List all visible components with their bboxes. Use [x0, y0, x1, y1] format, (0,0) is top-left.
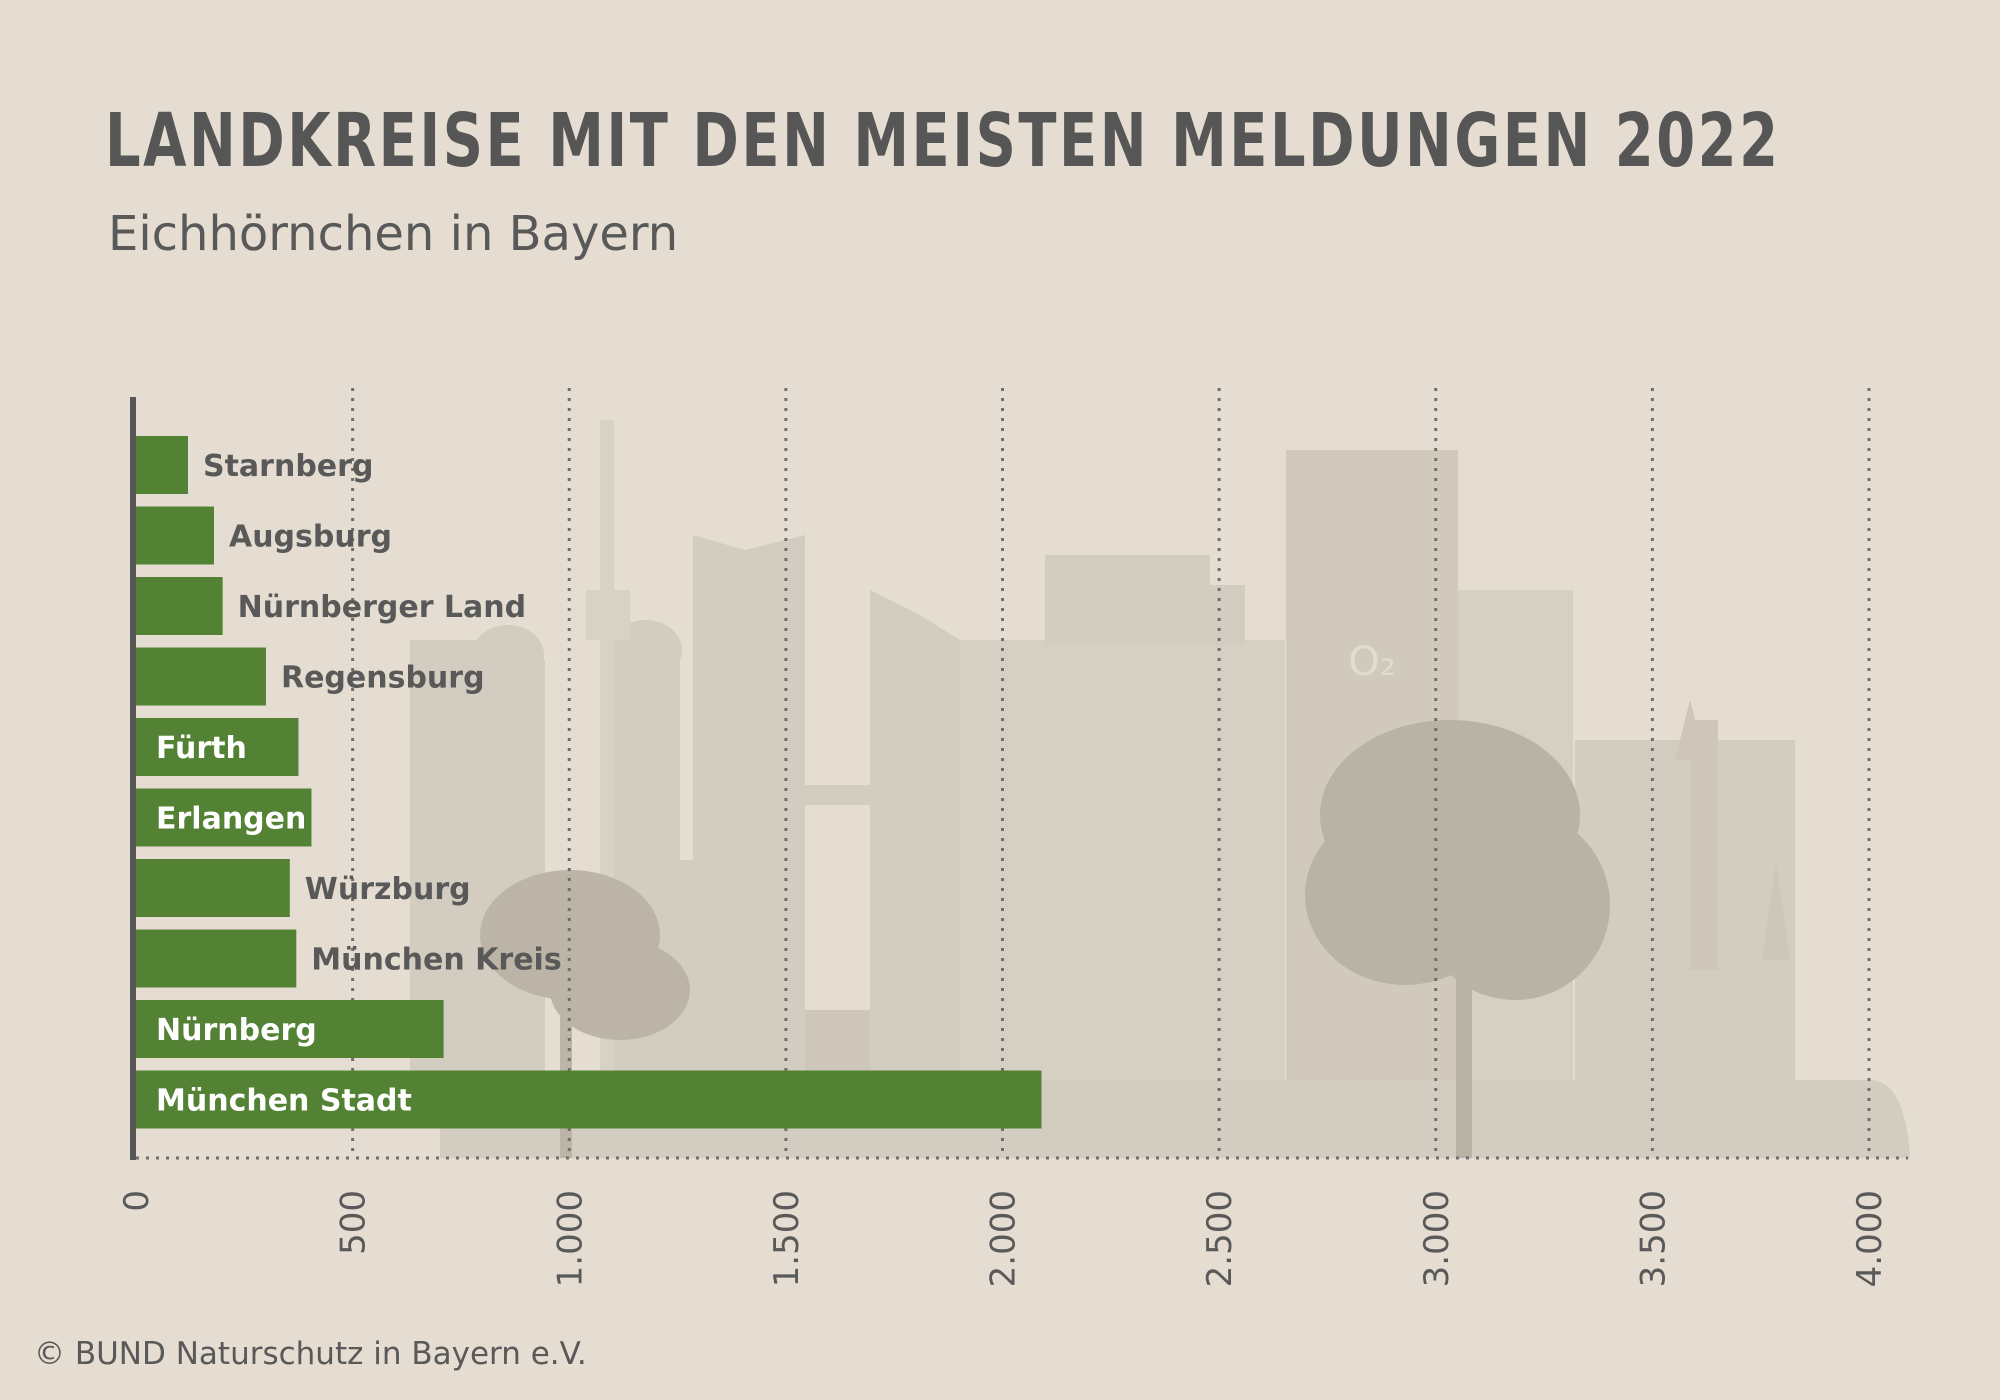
- x-tick-label: 2.500: [1200, 1190, 1240, 1287]
- bar: [136, 647, 266, 706]
- bars-group: [136, 436, 1042, 1129]
- bar-label: Regensburg: [281, 661, 485, 696]
- chart-subtitle: Eichhörnchen in Bayern: [108, 206, 679, 262]
- bar: [136, 506, 214, 565]
- bar-label: Würzburg: [305, 872, 471, 907]
- skyline-illustration: [410, 420, 1910, 1158]
- copyright-credit: © BUND Naturschutz in Bayern e.V.: [34, 1336, 587, 1372]
- bar-label: Starnberg: [203, 449, 373, 484]
- x-tick-label: 500: [334, 1190, 374, 1255]
- skyline-sign-text: O₂: [1348, 639, 1396, 685]
- bar: [136, 436, 188, 494]
- bar: [136, 1000, 444, 1058]
- bar-label: Erlangen: [156, 802, 306, 837]
- bar: [136, 859, 290, 917]
- x-tick-label: 1.500: [767, 1190, 807, 1287]
- x-tick-label: 4.000: [1850, 1190, 1890, 1287]
- x-tick-label: 1.000: [550, 1190, 590, 1287]
- bar: [136, 929, 297, 988]
- bar-labels-group: Starnberg Augsburg Nürnberger Land Regensbu…: [156, 449, 562, 1119]
- bar-label: Augsburg: [229, 520, 392, 555]
- chart-title: LANDKREISE MIT DEN MEISTEN MELDUNGEN 202…: [105, 98, 1781, 184]
- bar-label: München Kreis: [311, 943, 561, 978]
- x-tick-label: 0: [117, 1190, 157, 1212]
- bar: [136, 718, 299, 776]
- x-tick-label: 3.000: [1417, 1190, 1457, 1287]
- bar-label: Fürth: [156, 731, 247, 766]
- bar: [136, 1070, 1042, 1129]
- bar-label: München Stadt: [156, 1084, 412, 1119]
- x-tick-label: 2.000: [984, 1190, 1024, 1287]
- bar: [136, 788, 312, 847]
- bar-label: Nürnberg: [156, 1013, 317, 1048]
- bar-label: Nürnberger Land: [238, 590, 527, 625]
- x-tick-label: 3.500: [1633, 1190, 1673, 1287]
- x-axis-ticks: 0 500 1.000 1.500 2.000 2.500 3.000 3.500 4.000: [117, 1190, 1890, 1287]
- bar: [136, 577, 223, 635]
